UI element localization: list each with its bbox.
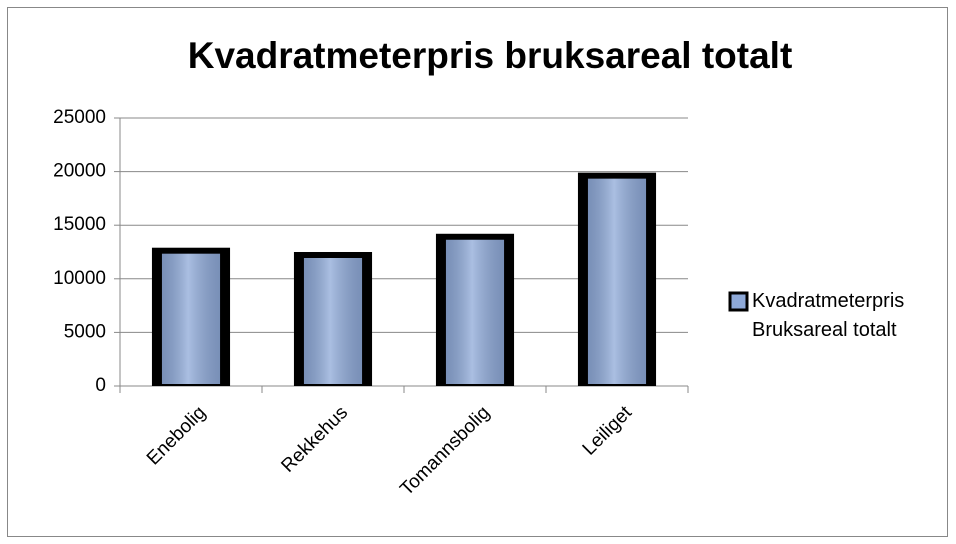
bar-shine: [587, 178, 647, 384]
y-tick-label: 15000: [53, 214, 106, 235]
bar-shine: [445, 239, 505, 384]
y-tick-label: 10000: [53, 268, 106, 289]
legend-label: Kvadratmeterpris Bruksareal totalt: [752, 290, 905, 341]
bar-shine: [303, 258, 363, 384]
bar-shine: [161, 253, 221, 384]
y-tick-label: 20000: [53, 161, 106, 182]
y-tick-label: 25000: [53, 107, 106, 128]
chart-title: Kvadratmeterpris bruksareal totalt: [188, 35, 793, 76]
y-tick-label: 0: [95, 375, 106, 396]
y-tick-label: 5000: [64, 321, 106, 342]
legend-swatch: [728, 291, 749, 312]
